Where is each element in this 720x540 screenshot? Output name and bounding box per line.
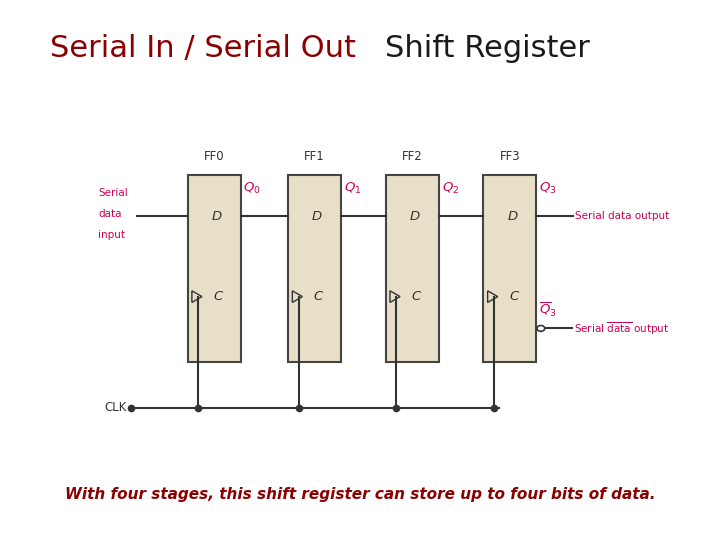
Text: $D$: $D$ — [312, 210, 323, 222]
Text: $C$: $C$ — [213, 290, 224, 303]
Text: FF1: FF1 — [305, 150, 325, 163]
Text: $Q_2$: $Q_2$ — [441, 181, 459, 197]
Text: FF0: FF0 — [204, 150, 225, 163]
Text: CLK: CLK — [104, 401, 126, 414]
Text: FF2: FF2 — [402, 150, 423, 163]
Text: Serial $\overline{\mathrm{data}}$ output: Serial $\overline{\mathrm{data}}$ output — [575, 320, 670, 337]
Text: $Q_0$: $Q_0$ — [243, 181, 261, 197]
Text: With four stages, this shift register can store up to four bits of data.: With four stages, this shift register ca… — [65, 487, 655, 502]
Text: $D$: $D$ — [507, 210, 518, 222]
Text: $Q_1$: $Q_1$ — [344, 181, 361, 197]
Text: $D$: $D$ — [211, 210, 222, 222]
Text: Shift Register: Shift Register — [385, 34, 590, 63]
Text: Serial: Serial — [99, 188, 128, 198]
FancyBboxPatch shape — [386, 175, 438, 362]
Text: $C$: $C$ — [313, 290, 325, 303]
Text: $C$: $C$ — [411, 290, 422, 303]
Text: Serial data output: Serial data output — [575, 211, 670, 221]
Text: $\overline{Q}_3$: $\overline{Q}_3$ — [539, 301, 557, 319]
Text: $Q_3$: $Q_3$ — [539, 181, 557, 197]
Text: $D$: $D$ — [409, 210, 420, 222]
Text: $C$: $C$ — [508, 290, 520, 303]
FancyBboxPatch shape — [288, 175, 341, 362]
FancyBboxPatch shape — [188, 175, 240, 362]
Text: Serial In / Serial Out: Serial In / Serial Out — [50, 34, 366, 63]
FancyBboxPatch shape — [483, 175, 536, 362]
Circle shape — [537, 326, 545, 332]
Text: data: data — [99, 209, 122, 219]
Text: input: input — [99, 230, 125, 240]
Text: FF3: FF3 — [500, 150, 521, 163]
